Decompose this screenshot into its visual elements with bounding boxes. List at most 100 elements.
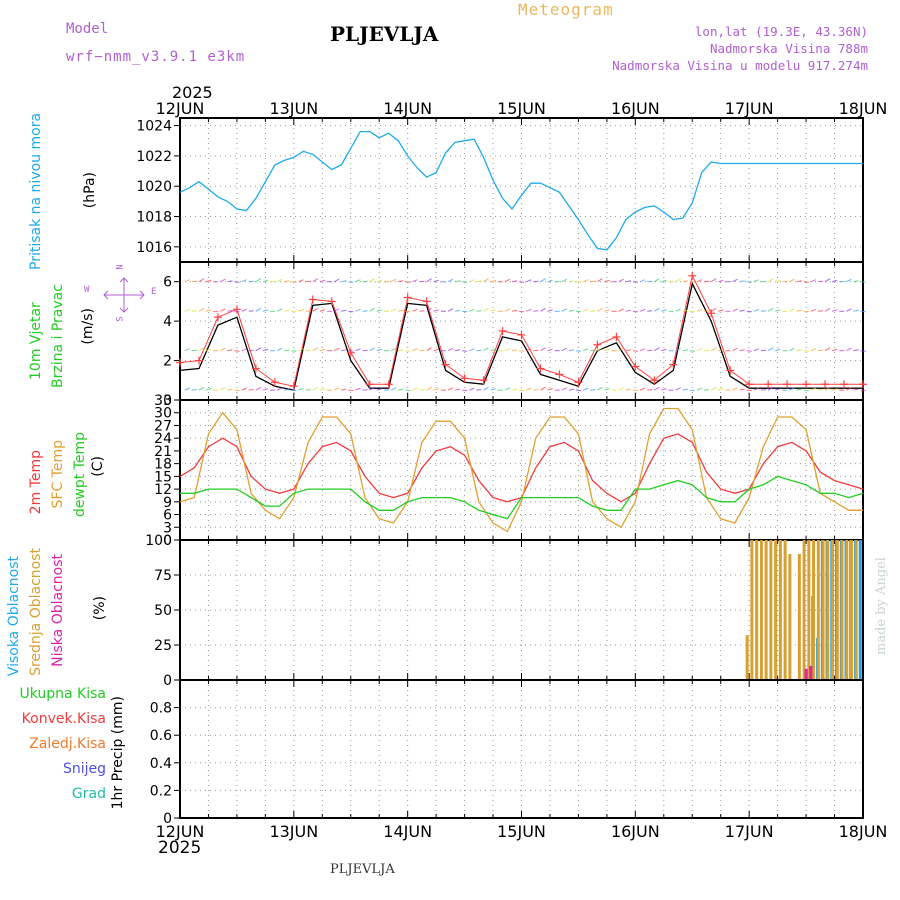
page-title: PLJEVLJA [330, 22, 439, 46]
wind-barb [682, 388, 688, 391]
wind-barb [262, 309, 269, 312]
wind-barb [696, 308, 703, 312]
wind-barb [220, 278, 226, 283]
wind-barb [362, 349, 368, 352]
wind-barb [803, 310, 809, 313]
cloud-bar [804, 668, 808, 680]
cloud-bar [858, 540, 862, 680]
wind-barb [775, 309, 781, 312]
wind-barb [511, 280, 518, 283]
wind-barb [412, 308, 418, 312]
wind-barb [227, 309, 233, 312]
wind-barb [369, 386, 375, 391]
year-top: 2025 [172, 83, 213, 102]
wind-barb [298, 279, 304, 283]
wind-barb [341, 349, 347, 352]
cloud-bar [831, 540, 835, 680]
y-tick-label: 100 [145, 533, 172, 549]
x-tick-label-bottom: 15JUN [497, 822, 546, 841]
y-tick-label: 21 [154, 444, 172, 460]
wind-barb [582, 348, 589, 352]
wind-barb [469, 387, 475, 391]
wind-barb [405, 350, 411, 352]
panel-frame [179, 117, 864, 263]
wind-barb [412, 279, 418, 283]
wind-barb [426, 347, 432, 352]
series-line-sfc-temp [179, 407, 863, 533]
wind-barb [519, 350, 525, 352]
wind-barb [198, 347, 205, 352]
wind-barb [682, 309, 688, 312]
wind-barb [348, 310, 354, 313]
wind-barb [590, 280, 596, 283]
wind-barb [319, 309, 326, 312]
wind-barb [718, 279, 724, 283]
gust-marker [176, 358, 184, 367]
wind-barb [312, 386, 319, 391]
wind-barb [277, 387, 283, 391]
wind-barb [184, 348, 190, 352]
wind-barb [277, 347, 283, 352]
wind-barb [454, 349, 461, 352]
wind-barb [817, 310, 823, 312]
wind-barb [390, 387, 397, 391]
gust-marker [308, 295, 317, 304]
wind-barb [817, 280, 823, 283]
wind-barb [291, 389, 297, 392]
y-tick-label: 0 [163, 673, 172, 689]
model-value: wrf−nmm_v3.9.1 e3km [66, 49, 246, 65]
wind-barb [277, 308, 283, 312]
wind-barb [704, 389, 710, 391]
wind-barb [732, 387, 738, 391]
wind-barb [590, 389, 596, 391]
wind-barb [718, 388, 724, 391]
wind-barb [568, 280, 575, 283]
wind-barb [277, 278, 283, 283]
wind-barb [198, 307, 205, 312]
wind-barb [526, 279, 532, 283]
wind-barb [739, 388, 745, 391]
y-tick-label: 18 [154, 457, 172, 473]
wind-barb [333, 347, 340, 352]
wind-barb [519, 389, 525, 392]
wind-barb [312, 347, 319, 352]
wind-barb [284, 349, 290, 352]
wind-barb [490, 388, 496, 391]
wind-barb [675, 387, 681, 391]
wind-barb [483, 347, 489, 352]
wind-barb [568, 349, 575, 352]
x-tick-label-top: 13JUN [269, 99, 318, 118]
cloud-bar [755, 540, 759, 680]
wind-barb [227, 280, 233, 283]
panel-frame [179, 679, 864, 819]
wind-barb [710, 307, 717, 312]
wind-barb [575, 281, 582, 283]
wind-barb [248, 389, 254, 391]
wind-barb [796, 309, 802, 312]
wind-barb [447, 347, 454, 352]
wind-barb [547, 279, 553, 283]
gust-marker [688, 271, 697, 280]
wind-barb [789, 278, 795, 283]
wind-barb [390, 278, 397, 283]
wind-barb [355, 308, 361, 312]
y-tick-label: 15 [154, 469, 172, 485]
wind-barb [561, 308, 568, 312]
y-tick-label: 1022 [136, 149, 172, 165]
wind-barb [305, 349, 311, 352]
gust-marker [327, 297, 336, 306]
wind-barb [241, 279, 247, 283]
wind-barb [234, 281, 240, 283]
wind-barb [710, 278, 717, 283]
wind-barb [853, 309, 859, 312]
wind-barb [753, 279, 760, 283]
wind-barb [803, 281, 809, 283]
wind-barb [533, 310, 539, 312]
x-tick-label-top: 12JUN [156, 99, 205, 118]
wind-barb [291, 350, 297, 352]
x-tick-label-top: 15JUN [497, 99, 546, 118]
wind-barb [405, 281, 411, 283]
wind-barb [462, 310, 468, 313]
y-tick-label: 2 [163, 354, 172, 370]
